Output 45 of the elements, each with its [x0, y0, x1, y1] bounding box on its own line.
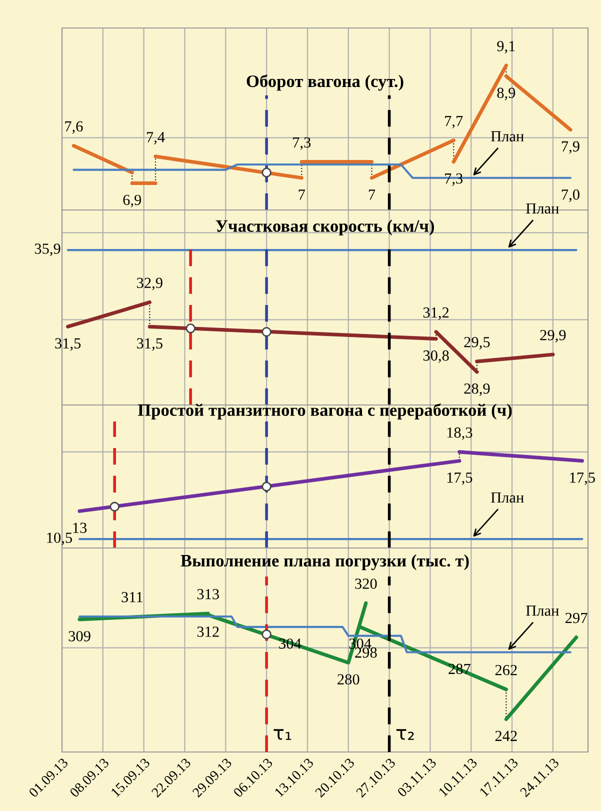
data-label: 13 — [73, 522, 87, 533]
data-label: 9,1 — [497, 40, 515, 54]
data-label: 7 — [298, 190, 305, 200]
chart-title: Выполнение плана погрузки (тыс. т) — [180, 554, 469, 570]
data-label: 298 — [355, 647, 377, 658]
data-label: 7,6 — [65, 121, 83, 134]
annotation: План — [490, 131, 524, 142]
data-label: 8,9 — [497, 88, 516, 100]
data-label: 311 — [122, 592, 142, 602]
data-label: 7,0 — [562, 189, 580, 202]
data-label: 28,9 — [464, 383, 490, 396]
annotation: План — [490, 492, 524, 503]
data-label: 31,5 — [137, 338, 162, 351]
data-label: 297 — [566, 612, 588, 624]
data-label: 7,9 — [562, 141, 580, 154]
annotation: План — [526, 606, 559, 616]
annotation: План — [526, 203, 559, 214]
data-label: 32,9 — [137, 278, 162, 290]
data-label: 7,4 — [146, 132, 165, 144]
text: Участковая скорость (км/ч) — [216, 220, 434, 236]
data-label: 29,5 — [464, 336, 490, 350]
data-label: 35,9 — [34, 244, 60, 256]
data-label: 7,3 — [293, 137, 311, 150]
data-label: 242 — [495, 730, 517, 741]
data-label: 29,9 — [540, 330, 566, 342]
data-label: 17,5 — [570, 472, 595, 485]
ref-line-label: τ₂ — [396, 729, 414, 740]
data-label: 30,8 — [423, 350, 449, 363]
data-label: 17,5 — [447, 472, 472, 485]
data-label: 31,5 — [55, 338, 81, 351]
text: Оборот вагона (сут.) — [246, 74, 404, 91]
chart-title: Простой транзитного вагона с переработкой (ч) — [138, 403, 512, 420]
data-label: 320 — [355, 578, 377, 589]
data-label: 10,5 — [47, 532, 72, 546]
data-label: 18,3 — [447, 427, 472, 440]
ref-line-label: τ₁ — [274, 729, 292, 740]
data-label: 31,2 — [423, 307, 449, 320]
data-label: 262 — [495, 664, 517, 676]
data-label: 313 — [197, 589, 219, 600]
data-label: 7 — [368, 190, 376, 200]
data-label: 312 — [197, 626, 219, 637]
data-label: 309 — [68, 631, 90, 642]
data-label: 7,7 — [445, 116, 463, 128]
data-label: 280 — [338, 674, 360, 685]
data-label: 6,9 — [123, 194, 142, 208]
